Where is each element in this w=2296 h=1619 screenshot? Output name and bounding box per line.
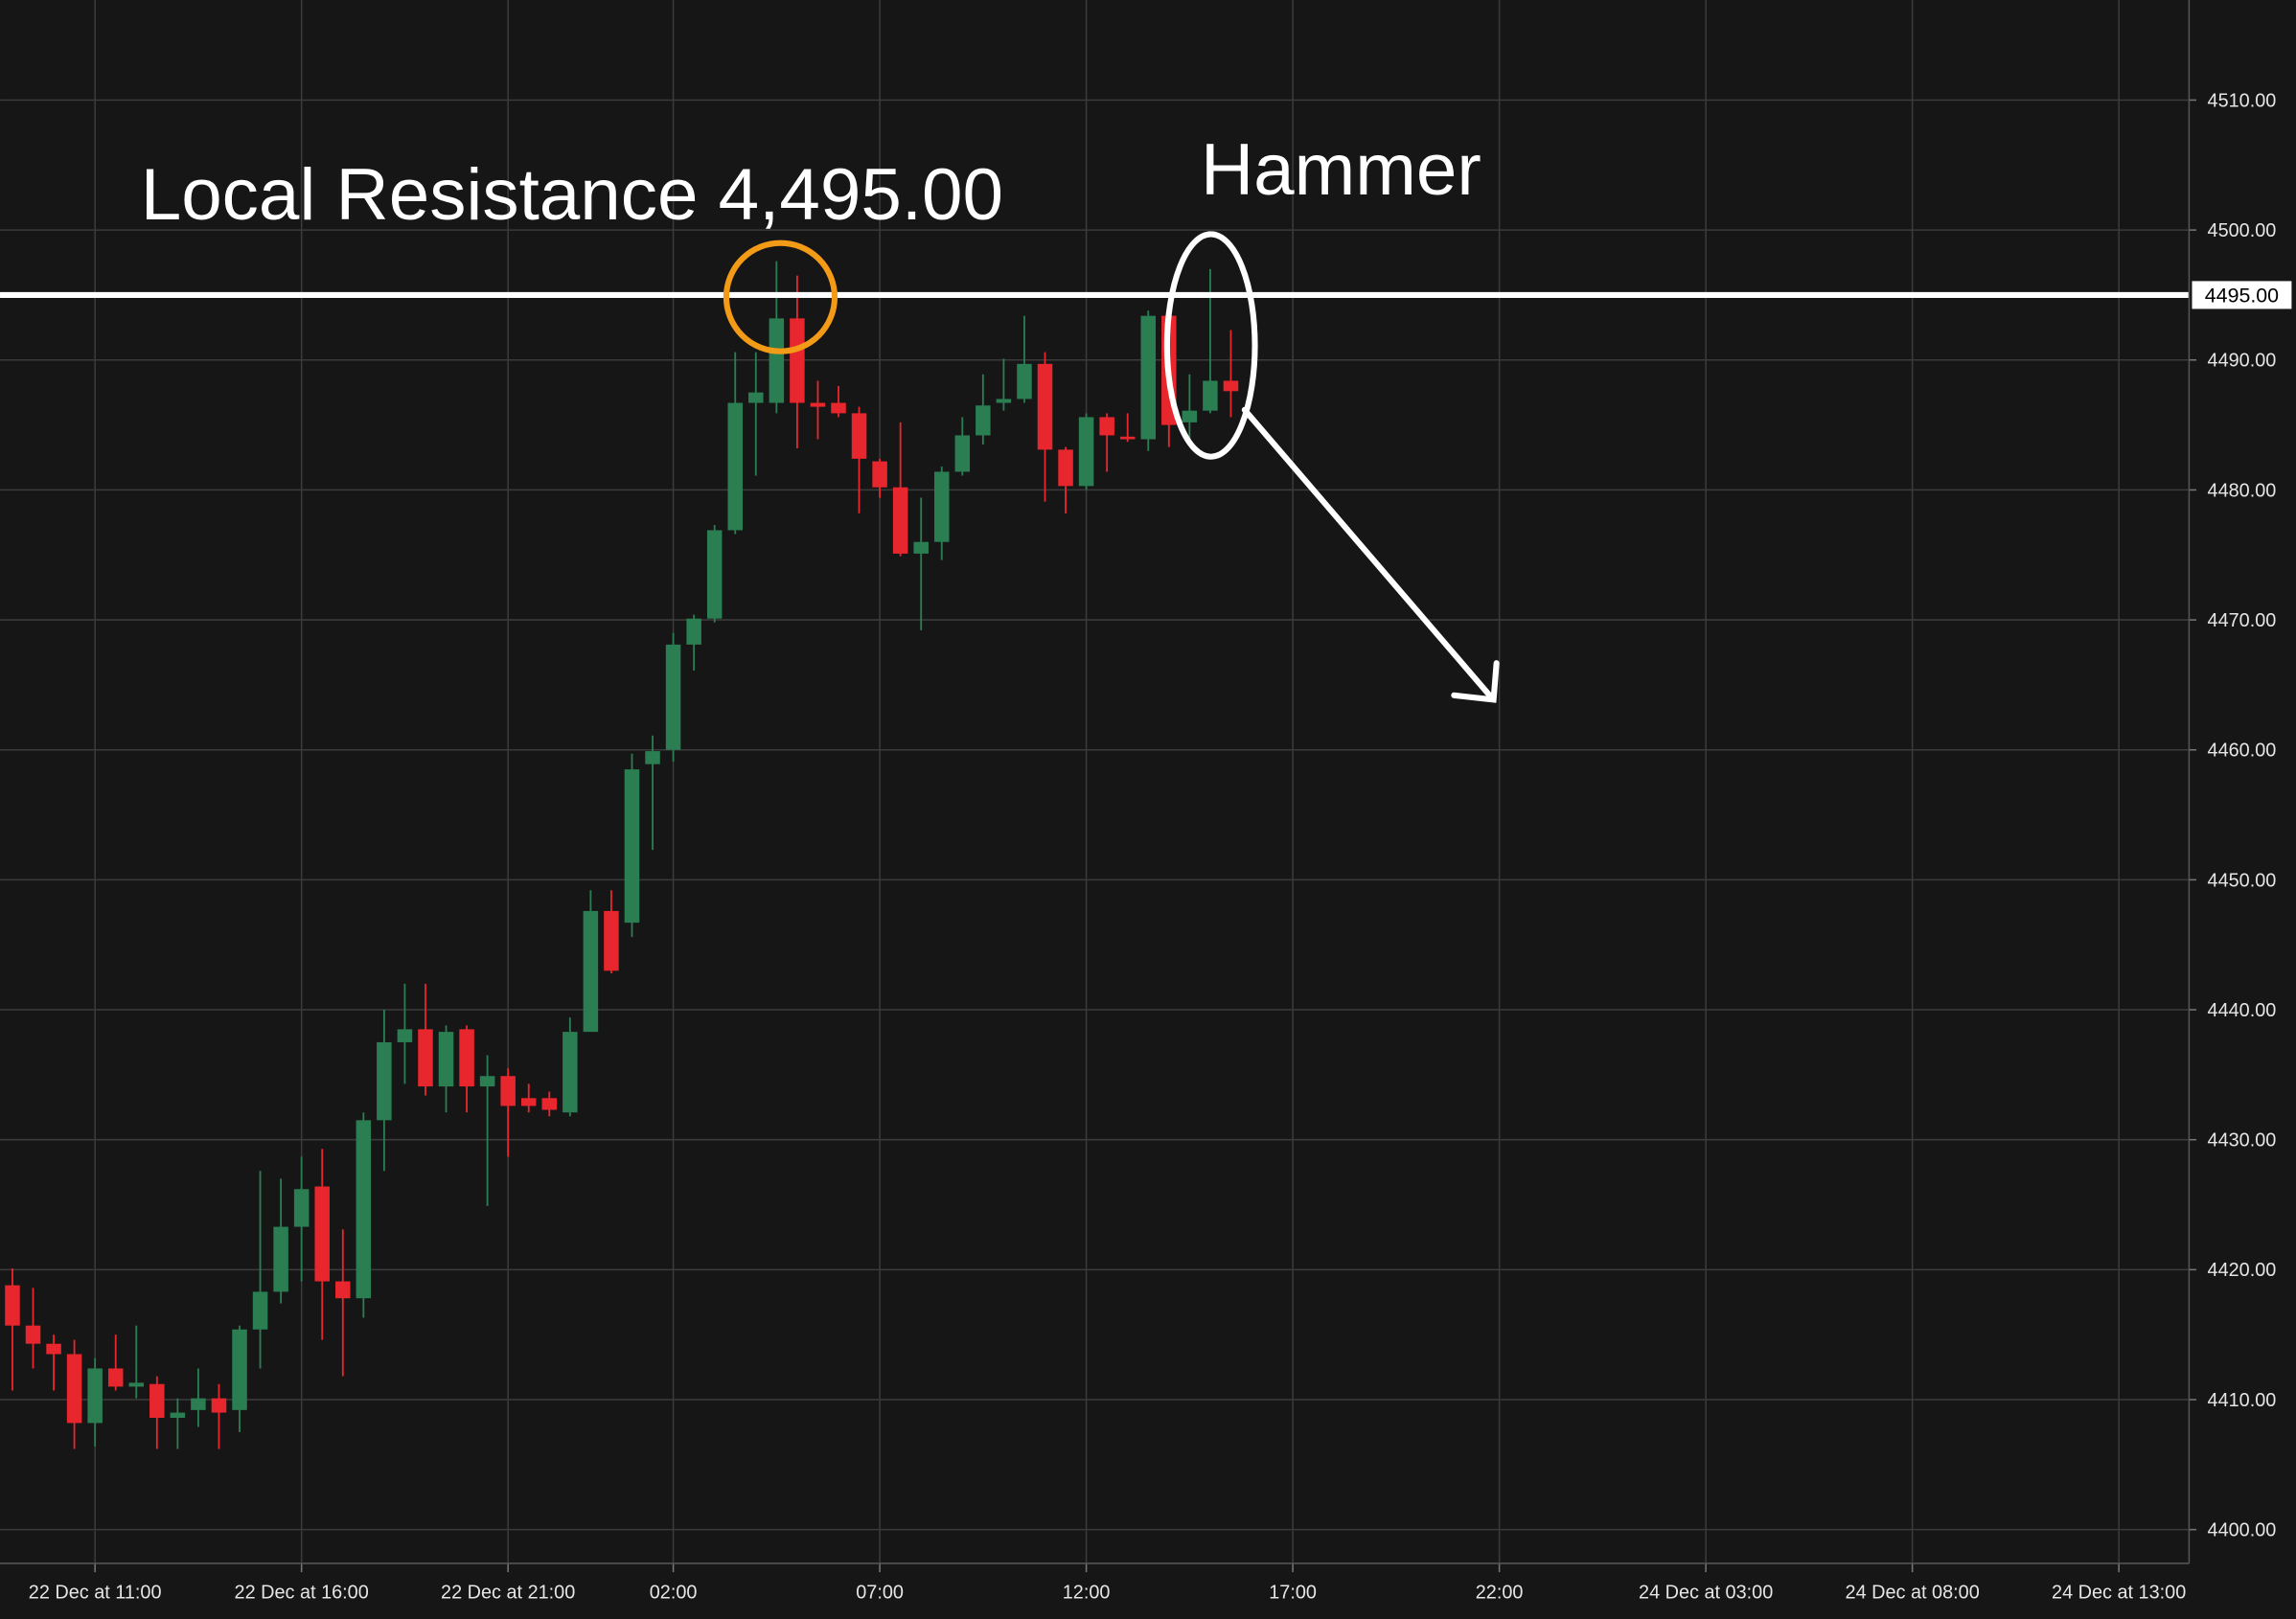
candle-body — [996, 399, 1012, 403]
y-tick-label: 4510.00 — [2208, 90, 2277, 111]
candle-body — [1203, 380, 1218, 411]
candle-body — [604, 910, 619, 971]
candle-body — [1099, 417, 1114, 436]
candle-body — [954, 435, 971, 472]
candle-body — [377, 1041, 392, 1121]
y-tick-label: 4500.00 — [2208, 220, 2277, 241]
annotation-resistance: Local Resistance 4,495.00 — [141, 154, 1003, 236]
arrow-shaft — [1241, 406, 1496, 701]
candle-body — [335, 1281, 351, 1299]
candle-body — [851, 413, 867, 459]
candle-body — [727, 402, 743, 531]
y-tick-label: 4400.00 — [2208, 1520, 2277, 1541]
x-tick-label: 07:00 — [856, 1583, 904, 1604]
candle-body — [149, 1383, 165, 1419]
candle-body — [211, 1398, 227, 1413]
candle-body — [356, 1120, 372, 1299]
y-tick-label: 4420.00 — [2208, 1260, 2277, 1281]
candle-body — [1223, 380, 1239, 392]
x-tick-label: 24 Dec at 03:00 — [1639, 1583, 1773, 1604]
y-tick-label: 4450.00 — [2208, 870, 2277, 891]
highlight-circle — [723, 239, 838, 354]
candle-body — [1037, 363, 1053, 450]
x-tick-label: 22 Dec at 21:00 — [441, 1583, 575, 1604]
candle-body — [252, 1291, 268, 1330]
candle-body — [438, 1032, 454, 1087]
annotation-hammer: Hammer — [1201, 129, 1481, 211]
price-tag-label: 4495.00 — [2205, 285, 2279, 308]
candle-body — [748, 392, 764, 403]
candle-body — [624, 769, 640, 924]
overlay: 4495.00 — [0, 281, 2292, 309]
y-tick-label: 4430.00 — [2208, 1130, 2277, 1152]
candle-body — [232, 1329, 247, 1410]
candle-body — [66, 1354, 82, 1424]
candle-body — [520, 1098, 537, 1106]
highlight-ellipse — [1163, 231, 1258, 460]
candle-body — [810, 402, 826, 407]
candle-body — [1078, 417, 1094, 487]
candle-body — [293, 1189, 310, 1227]
candle-body — [397, 1029, 413, 1042]
candle-body — [1182, 410, 1198, 422]
candle-body — [665, 644, 681, 750]
candle-body — [790, 318, 805, 403]
candle-body — [1017, 363, 1032, 399]
candle-body — [831, 402, 846, 414]
x-tick-label: 24 Dec at 13:00 — [2052, 1583, 2186, 1604]
candle-body — [563, 1032, 578, 1113]
candle-body — [686, 618, 701, 645]
candle-body — [191, 1398, 206, 1410]
price-tag — [2192, 281, 2292, 309]
x-tick-label: 22 Dec at 11:00 — [29, 1583, 162, 1604]
candle-body — [933, 471, 950, 542]
candle-body — [87, 1368, 103, 1424]
candle-body — [541, 1098, 558, 1110]
arrow-head — [1451, 660, 1500, 703]
candle-body — [769, 318, 785, 403]
arrow — [1241, 406, 1500, 703]
x-tick-label: 22 Dec at 16:00 — [235, 1583, 369, 1604]
candle-body — [25, 1325, 41, 1344]
candle-body — [170, 1412, 186, 1419]
x-tick-label: 12:00 — [1063, 1583, 1111, 1604]
y-tick-label: 4470.00 — [2208, 610, 2277, 631]
candle-body — [273, 1226, 288, 1292]
candle-body — [892, 487, 908, 554]
candle-body — [418, 1029, 433, 1087]
x-tick-label: 22:00 — [1476, 1583, 1524, 1604]
candle-body — [314, 1186, 330, 1282]
y-tick-label: 4410.00 — [2208, 1390, 2277, 1411]
y-tick-label: 4440.00 — [2208, 1000, 2277, 1021]
candle-body — [459, 1029, 474, 1087]
candle-body — [645, 751, 660, 764]
candle-body — [46, 1343, 61, 1355]
y-tick-label: 4460.00 — [2208, 741, 2277, 762]
candle-body — [1058, 449, 1073, 487]
candle-body — [1140, 315, 1157, 440]
candle-body — [500, 1076, 516, 1106]
x-tick-label: 17:00 — [1269, 1583, 1317, 1604]
candle-body — [583, 910, 599, 1033]
candle-body — [976, 405, 991, 436]
candle-body — [1119, 436, 1136, 440]
candle-body — [479, 1076, 495, 1087]
candle-body — [128, 1382, 145, 1387]
y-tick-label: 4480.00 — [2208, 480, 2277, 501]
candle-body — [107, 1368, 124, 1387]
x-tick-label: 24 Dec at 08:00 — [1846, 1583, 1980, 1604]
candle-body — [913, 541, 929, 554]
y-tick-label: 4490.00 — [2208, 351, 2277, 372]
x-tick-label: 02:00 — [650, 1583, 698, 1604]
candle-body — [706, 530, 723, 619]
candle-body — [872, 461, 887, 488]
candle-body — [5, 1285, 20, 1326]
